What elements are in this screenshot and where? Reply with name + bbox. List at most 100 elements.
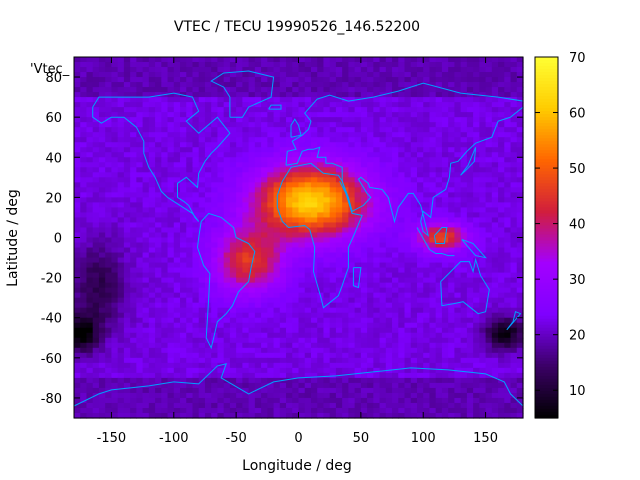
- heat-cell: [130, 152, 137, 158]
- heat-cell: [123, 357, 131, 364]
- heat-cell: [385, 262, 393, 269]
- heat-cell: [348, 342, 356, 349]
- heat-cell: [410, 222, 418, 229]
- heat-cell: [379, 217, 387, 224]
- heat-cell: [74, 82, 81, 88]
- heat-cell: [211, 382, 219, 389]
- heat-cell: [211, 377, 219, 384]
- heat-cell: [286, 372, 293, 379]
- heat-cell: [423, 57, 431, 63]
- heat-cell: [516, 362, 524, 369]
- heat-cell: [167, 102, 175, 108]
- heat-cell: [142, 72, 150, 78]
- heat-cell: [155, 62, 162, 68]
- heat-cell: [105, 77, 113, 83]
- heat-cell: [454, 177, 462, 183]
- heat-cell: [292, 232, 300, 239]
- heat-cell: [254, 367, 262, 374]
- heat-cell: [130, 282, 137, 289]
- heat-cell: [136, 92, 144, 98]
- heat-cell: [292, 92, 300, 98]
- heat-cell: [142, 207, 150, 214]
- heat-cell: [161, 297, 169, 304]
- heat-cell: [404, 132, 412, 138]
- heat-cell: [491, 242, 499, 249]
- heat-cell: [86, 157, 94, 163]
- heat-cell: [261, 337, 268, 344]
- heat-cell: [416, 217, 424, 224]
- heat-cell: [317, 297, 325, 304]
- heat-cell: [86, 282, 94, 289]
- heat-cell: [441, 347, 449, 354]
- heat-cell: [466, 227, 474, 234]
- heat-cell: [117, 397, 125, 404]
- heat-cell: [398, 122, 406, 128]
- heat-cell: [485, 177, 493, 183]
- heat-cell: [498, 292, 505, 299]
- heat-cell: [379, 137, 387, 143]
- heat-cell: [441, 157, 449, 163]
- heat-cell: [136, 142, 144, 148]
- heat-cell: [248, 132, 256, 138]
- heat-cell: [229, 227, 237, 234]
- heat-cell: [111, 207, 119, 214]
- heat-cell: [435, 392, 443, 399]
- heat-cell: [261, 207, 268, 214]
- heat-cell: [479, 272, 487, 279]
- heat-cell: [516, 77, 524, 83]
- heat-cell: [510, 207, 518, 214]
- heat-cell: [323, 377, 331, 384]
- heat-cell: [410, 342, 418, 349]
- heat-cell: [267, 317, 275, 324]
- heat-cell: [123, 237, 131, 244]
- heat-cell: [304, 317, 312, 324]
- heat-cell: [491, 292, 499, 299]
- heat-cell: [479, 237, 487, 244]
- heat-cell: [460, 232, 468, 239]
- heat-cell: [323, 352, 331, 359]
- heat-cell: [466, 177, 474, 183]
- heat-cell: [167, 282, 175, 289]
- heat-cell: [155, 227, 162, 234]
- heat-cell: [485, 262, 493, 269]
- heat-cell: [435, 197, 443, 203]
- heat-cell: [292, 352, 300, 359]
- heat-cell: [217, 267, 225, 274]
- heat-cell: [211, 207, 219, 214]
- heat-cell: [273, 212, 281, 219]
- heat-cell: [516, 327, 524, 334]
- heat-cell: [304, 242, 312, 249]
- heat-cell: [98, 247, 106, 254]
- heat-cell: [236, 132, 243, 138]
- heat-cell: [286, 82, 293, 88]
- heat-cell: [279, 67, 287, 73]
- heat-cell: [335, 327, 343, 334]
- heat-cell: [130, 322, 137, 329]
- heat-cell: [217, 397, 225, 404]
- heat-cell: [161, 267, 169, 274]
- heat-cell: [86, 122, 94, 128]
- heat-cell: [373, 257, 381, 264]
- heat-cell: [360, 257, 368, 264]
- heat-cell: [454, 107, 462, 113]
- heat-cell: [454, 287, 462, 294]
- heat-cell: [192, 97, 200, 103]
- heat-cell: [435, 207, 443, 214]
- heat-cell: [161, 327, 169, 334]
- heat-cell: [217, 207, 225, 214]
- heat-cell: [155, 287, 162, 294]
- heat-cell: [180, 322, 187, 329]
- heat-cell: [342, 207, 349, 214]
- heat-cell: [373, 327, 381, 334]
- heat-cell: [286, 267, 293, 274]
- heat-cell: [192, 297, 200, 304]
- heat-cell: [74, 297, 81, 304]
- heat-cell: [111, 372, 119, 379]
- heat-cell: [142, 177, 150, 183]
- heat-cell: [323, 387, 331, 394]
- heat-cell: [466, 372, 474, 379]
- heat-cell: [180, 152, 187, 158]
- heat-cell: [111, 132, 119, 138]
- heat-cell: [229, 252, 237, 259]
- heat-cell: [136, 362, 144, 369]
